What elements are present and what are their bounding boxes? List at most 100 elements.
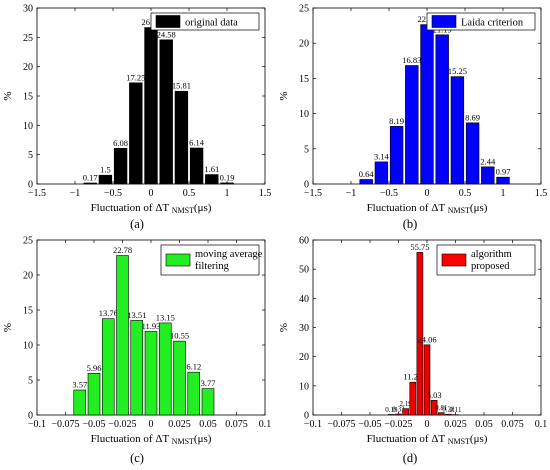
data-label: 5.96 bbox=[87, 363, 102, 373]
data-label: 1.61 bbox=[204, 164, 219, 174]
data-label: 15.25 bbox=[448, 66, 467, 76]
data-label: 6.14 bbox=[189, 137, 205, 147]
y-tick-label: 5 bbox=[304, 144, 309, 155]
data-label: 8.69 bbox=[465, 112, 480, 122]
data-label: 17.25 bbox=[126, 72, 145, 82]
x-tick-label: −0.025 bbox=[384, 419, 412, 430]
bar bbox=[405, 65, 419, 185]
y-tick-label: 0 bbox=[304, 411, 309, 422]
data-label: 24.58 bbox=[157, 29, 176, 39]
y-tick-label: 25 bbox=[299, 4, 309, 15]
data-label: 11.25 bbox=[403, 372, 422, 382]
y-tick-label: 0 bbox=[28, 411, 33, 422]
data-label: 0.97 bbox=[496, 167, 511, 177]
legend-swatch bbox=[165, 253, 191, 267]
x-tick-label: −0.05 bbox=[82, 419, 105, 430]
bar bbox=[174, 90, 189, 185]
data-label: 6.08 bbox=[113, 138, 128, 148]
x-tick-label: 0.075 bbox=[501, 419, 524, 430]
y-tick-label: 20 bbox=[299, 352, 309, 363]
bar bbox=[98, 174, 113, 185]
x-tick-label: 1.5 bbox=[259, 188, 272, 199]
x-tick-label: 1.5 bbox=[535, 188, 548, 199]
bar bbox=[420, 24, 434, 185]
legend-label: original data bbox=[185, 18, 238, 29]
data-label: 55.75 bbox=[410, 242, 429, 252]
data-label: 0.19 bbox=[220, 172, 235, 182]
x-tick-label: 1 bbox=[501, 188, 506, 199]
data-label: 5.03 bbox=[427, 390, 442, 400]
data-label: 13.76 bbox=[99, 308, 118, 318]
legend: original data bbox=[150, 12, 260, 31]
bar bbox=[83, 182, 97, 185]
y-tick-label: 30 bbox=[299, 323, 309, 334]
bar bbox=[101, 318, 115, 416]
legend-label: algorithm bbox=[471, 249, 512, 260]
x-tick-label: 0.025 bbox=[168, 419, 191, 430]
y-tick-label: 5 bbox=[28, 150, 33, 161]
x-tick-label: −0.05 bbox=[358, 419, 381, 430]
legend-swatch bbox=[155, 15, 181, 28]
bar bbox=[159, 39, 173, 185]
y-tick-label: 10 bbox=[299, 381, 309, 392]
data-label: 3.77 bbox=[201, 378, 216, 388]
bar bbox=[201, 388, 215, 416]
data-label: 3.14 bbox=[374, 151, 390, 161]
y-tick-label: 20 bbox=[299, 39, 309, 50]
y-axis-label: % bbox=[2, 91, 14, 100]
legend-label: filtering bbox=[195, 261, 230, 272]
x-axis-label: Fluctuation of ΔT NMST(μs) bbox=[367, 202, 488, 215]
x-tick-label: 0.5 bbox=[183, 188, 196, 199]
x-axis-label: Fluctuation of ΔT NMST(μs) bbox=[367, 433, 488, 446]
y-tick-label: 15 bbox=[299, 74, 309, 85]
bar bbox=[130, 320, 144, 416]
bar bbox=[388, 414, 395, 416]
x-axis-label: Fluctuation of ΔT NMST(μs) bbox=[91, 202, 212, 215]
bar bbox=[496, 176, 510, 185]
data-label: 0.11 bbox=[450, 406, 462, 414]
x-tick-label: 0 bbox=[149, 188, 154, 199]
x-tick-label: 0.1 bbox=[259, 419, 272, 430]
x-tick-label: −1 bbox=[70, 188, 81, 199]
y-tick-label: 40 bbox=[299, 294, 309, 305]
bar bbox=[359, 179, 373, 185]
x-tick-label: 1 bbox=[225, 188, 230, 199]
chart-panel-d: 0 10 20 30 40 50 60 −0.1 −0.075 −0.05 −0.025 0 0.025… bbox=[278, 236, 547, 466]
bar bbox=[144, 331, 158, 416]
data-label: 3.57 bbox=[72, 380, 87, 390]
data-label: 24.06 bbox=[417, 334, 436, 344]
y-tick-label: 0 bbox=[304, 180, 309, 191]
data-label: 0.64 bbox=[359, 169, 375, 179]
x-tick-label: 0 bbox=[149, 419, 154, 430]
y-tick-label: 10 bbox=[23, 341, 33, 352]
legend-label: proposed bbox=[471, 261, 510, 272]
bar bbox=[220, 182, 234, 185]
y-axis-label: % bbox=[2, 323, 14, 332]
bar bbox=[205, 174, 219, 185]
data-label: 22.78 bbox=[113, 245, 132, 255]
chart-panel-c: 0 5 10 15 20 25 −0.1 −0.075 −0.05 −0.025 0 0.025 0.0… bbox=[2, 236, 271, 466]
bar bbox=[389, 126, 404, 185]
data-label: 8.19 bbox=[389, 116, 404, 126]
data-label: 0.81 bbox=[435, 404, 448, 412]
bar bbox=[187, 371, 201, 416]
bar bbox=[402, 408, 409, 416]
y-tick-label: 60 bbox=[299, 236, 309, 247]
subfigure-label: (b) bbox=[403, 217, 418, 231]
x-tick-label: 0.05 bbox=[475, 419, 493, 430]
y-axis-label: % bbox=[278, 91, 290, 100]
data-label: 13.15 bbox=[156, 312, 175, 322]
x-tick-label: 0.025 bbox=[444, 419, 467, 430]
data-label: 16.83 bbox=[402, 55, 421, 65]
data-label: 15.81 bbox=[172, 81, 191, 91]
x-tick-label: 0.1 bbox=[535, 419, 548, 430]
legend-label: moving average bbox=[195, 249, 263, 260]
y-tick-label: 0 bbox=[28, 180, 33, 191]
bar bbox=[129, 82, 143, 185]
bar bbox=[73, 389, 87, 416]
x-tick-label: −1 bbox=[346, 188, 357, 199]
y-tick-label: 10 bbox=[23, 121, 33, 132]
subfigure-label: (d) bbox=[403, 451, 418, 465]
data-label: 0.33 bbox=[392, 406, 405, 414]
